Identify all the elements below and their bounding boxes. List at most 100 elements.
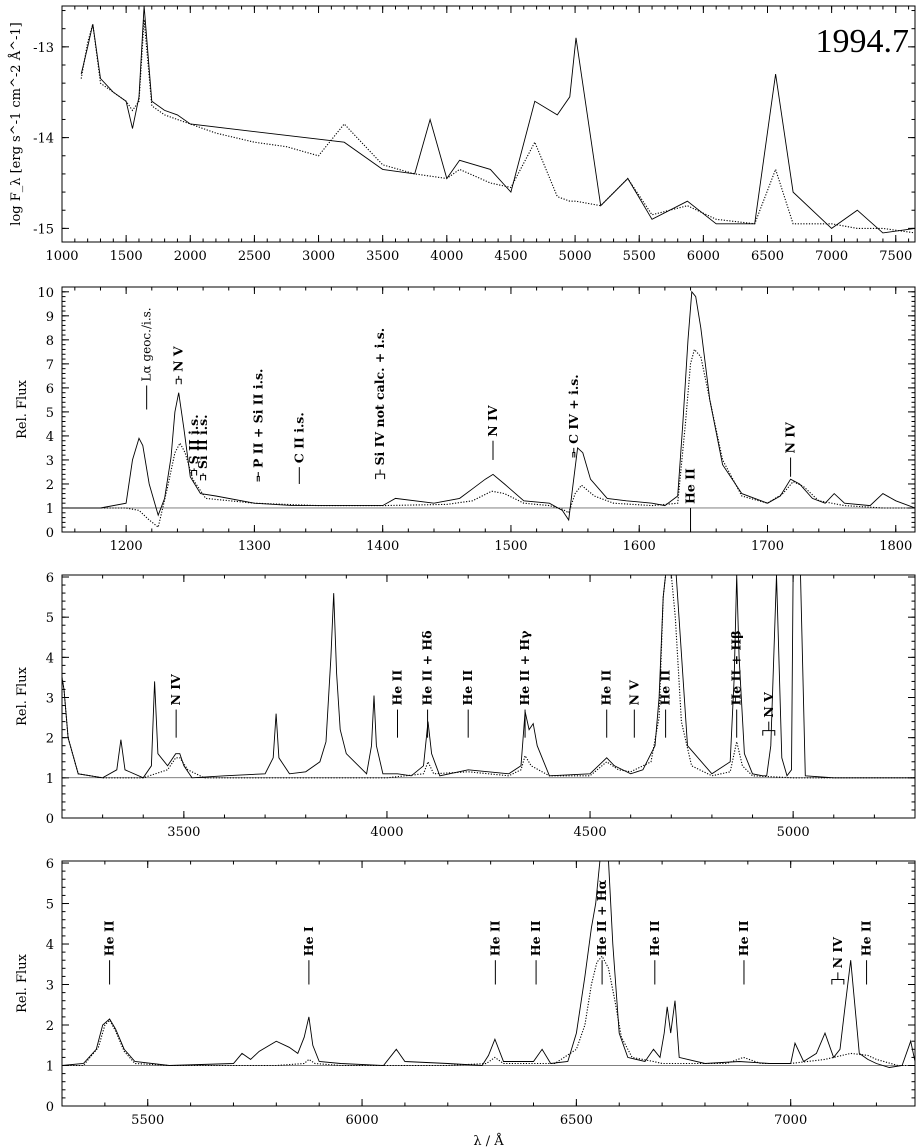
plot-frame [61, 5, 916, 243]
x-tick-label: 6500 [560, 1113, 593, 1128]
x-tick-label: 5500 [623, 249, 656, 264]
line-id-bracket [762, 721, 776, 736]
line-id-label: N V [171, 346, 186, 372]
x-tick-label: 4500 [574, 825, 607, 840]
series-overview-observed [80, 6, 915, 234]
figure-title: 1994.7 [816, 23, 910, 60]
panels-container: 1000 1500 2000 2500 3000 3500 4000 4500 5000 5500… [8, 5, 916, 1148]
line-id-label: He II [599, 670, 614, 706]
line-id-label: S II i.s. [186, 414, 201, 464]
line-id: He II + Hδ [420, 630, 435, 738]
x-tick-label: 5000 [559, 249, 592, 264]
line-id: N IV [783, 422, 798, 477]
line-id-label: Lα geoc./i.s. [140, 307, 154, 381]
line-id: He II [460, 670, 475, 738]
x-tick-label: 3500 [167, 825, 200, 840]
series-red-observed [62, 861, 915, 1068]
line-id-label: He II + Hα [594, 879, 609, 956]
line-id-label: He II [658, 670, 673, 706]
x-tick-label: 3000 [302, 249, 335, 264]
line-id: He II [390, 670, 405, 738]
x-axis-label: λ / Å [473, 1133, 504, 1148]
y-axis-label: log F_λ [erg s^-1 cm^-2 Å^-1] [8, 22, 24, 225]
x-tick-label: 7000 [774, 1113, 807, 1128]
y-tick-label: 6 [46, 571, 54, 586]
x-tick-label: 4000 [370, 825, 403, 840]
y-axis-label: Rel. Flux [15, 953, 30, 1012]
series-blue-observed [62, 575, 915, 779]
line-id-label: N IV [783, 422, 798, 454]
x-tick-label: 2500 [238, 249, 271, 264]
line-id-label: He II + Hβ [729, 630, 744, 705]
line-id-label: He II + Hδ [420, 630, 435, 705]
line-id: He II [102, 920, 117, 985]
y-tick-label: 1 [46, 1060, 54, 1075]
line-id: He I [301, 926, 316, 985]
line-id: He II [647, 920, 662, 985]
y-axis-label: Rel. Flux [15, 379, 30, 438]
series-blue-model [62, 575, 915, 779]
line-id: Lα geoc./i.s. [140, 307, 154, 410]
line-id-label: N V [761, 692, 776, 718]
series-overview-model [80, 19, 915, 234]
y-tick-label: 5 [46, 406, 54, 421]
line-id-label: Si II i.s. [195, 414, 210, 469]
x-tick-label: 1300 [238, 539, 271, 554]
y-tick-label: 3 [46, 692, 54, 707]
x-tick-label: 1200 [110, 539, 143, 554]
series-uv-observed [62, 290, 915, 522]
line-id: N IV [485, 405, 500, 460]
line-id-bracket [572, 447, 576, 458]
line-id-bracket [831, 972, 845, 985]
line-id: He II [487, 920, 502, 985]
y-tick-label: 0 [46, 812, 54, 827]
line-id: He II [599, 670, 614, 738]
line-id-bracket [256, 471, 260, 482]
line-id-label: He II [487, 920, 502, 956]
line-id: He II [528, 920, 543, 985]
y-axis-label: Rel. Flux [15, 666, 30, 725]
y-tick-label: 7 [46, 358, 54, 373]
y-tick-label: -15 [33, 222, 54, 237]
plot-frame [61, 860, 916, 1107]
line-id: N V [171, 346, 186, 385]
panel-blue: 3500 4000 4500 5000 0 1 2 3 4 5 6 Rel. Flux N IV He I… [15, 571, 916, 840]
line-id-label: He II [390, 670, 405, 706]
line-id-label: N V [626, 680, 641, 706]
plot-frame [61, 574, 916, 819]
x-tick-label: 6500 [751, 249, 784, 264]
line-id: N IV [830, 937, 845, 985]
line-id-label: Si IV not calc. + i.s. [372, 328, 387, 466]
line-id-label: He II [683, 468, 698, 504]
y-tick-label: 1 [46, 772, 54, 787]
line-id: N V [626, 680, 641, 738]
line-id: He II [658, 670, 673, 738]
x-tick-label: 5500 [131, 1113, 164, 1128]
line-id: He II [859, 920, 874, 985]
line-id-label: He II [736, 920, 751, 956]
y-tick-label: -14 [33, 132, 54, 147]
line-id: C II i.s. [291, 412, 306, 484]
x-tick-label: 4500 [494, 249, 527, 264]
y-tick-label: 9 [46, 310, 54, 325]
line-id: He II [736, 920, 751, 985]
x-tick-label: 1500 [494, 539, 527, 554]
x-tick-label: 6000 [687, 249, 720, 264]
x-tick-label: 1700 [751, 539, 784, 554]
line-id: Si II i.s. [195, 414, 210, 481]
line-id-label: P II + Si II i.s. [250, 369, 265, 468]
x-tick-label: 2000 [174, 249, 207, 264]
line-id-label: C IV + i.s. [566, 374, 581, 444]
line-id: Si IV not calc. + i.s. [372, 328, 387, 480]
x-tick-label: 1000 [45, 249, 78, 264]
x-tick-label: 1500 [110, 249, 143, 264]
y-tick-label: 0 [46, 526, 54, 541]
y-tick-label: -13 [33, 41, 54, 56]
y-tick-label: 4 [46, 651, 54, 666]
line-id: P II + Si II i.s. [250, 369, 265, 482]
x-tick-label: 4000 [430, 249, 463, 264]
y-tick-label: 3 [46, 454, 54, 469]
panel-overview: 1000 1500 2000 2500 3000 3500 4000 4500 5000 5500… [8, 5, 916, 264]
line-id-label: He II [528, 920, 543, 956]
